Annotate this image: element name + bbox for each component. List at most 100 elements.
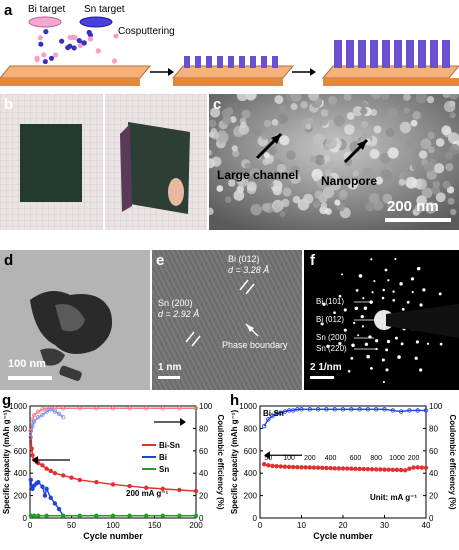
y-tick-label: 0	[253, 514, 258, 523]
data-point-capacity	[266, 463, 271, 468]
x-tick-label: 20	[339, 521, 348, 530]
data-point-efficiency	[315, 407, 321, 412]
data-point-capacity	[403, 468, 408, 473]
data-point-Bi	[28, 435, 34, 440]
y-tick-label: 0	[23, 514, 28, 523]
scalebar-e	[158, 376, 180, 379]
sem-image	[209, 94, 459, 230]
data-point-Bi-Sn	[28, 428, 34, 433]
rate-annotation: 200 mA g⁻¹	[126, 489, 168, 498]
sputter-particle	[38, 41, 44, 47]
sputter-particle	[48, 55, 55, 61]
data-point-capacity	[357, 466, 362, 472]
data-point-Bi-Sn	[110, 406, 116, 411]
panel-label-c: c	[213, 96, 222, 113]
data-point-Bi	[56, 411, 62, 417]
y2-tick-label: 0	[429, 514, 434, 523]
series-line-Bi-Sn-capacity	[30, 430, 197, 492]
rate-label: 50	[264, 455, 272, 462]
sputter-particle	[52, 52, 59, 58]
x-tick-label: 0	[28, 521, 33, 530]
data-point-capacity	[299, 465, 304, 470]
data-point-Bi	[48, 495, 53, 501]
y2-tick-label: 100	[199, 402, 213, 411]
data-point-capacity	[353, 466, 358, 472]
data-point-Bi-Sn	[143, 406, 149, 411]
data-point-Bi-Sn	[48, 468, 53, 474]
saed-pattern	[304, 250, 459, 390]
nanopillar-large	[370, 40, 378, 68]
panel-label-f: f	[310, 252, 315, 269]
nanopillar	[217, 56, 223, 68]
data-point-efficiency	[295, 407, 300, 412]
data-point-capacity	[415, 465, 420, 470]
data-point-efficiency	[282, 409, 288, 414]
data-point-Bi-Sn	[30, 453, 35, 458]
y-axis-label: Specific capacity (mAh g⁻¹)	[2, 410, 11, 515]
data-point-efficiency	[340, 407, 346, 412]
scalebar-label-c: 200 nm	[387, 198, 439, 215]
data-point-Bi-Sn	[160, 486, 165, 492]
panel-g: g 0 50 100 150 200 0 200 400 600 800 1000 0 20 40 60 80…	[0, 392, 226, 550]
data-point-efficiency	[270, 413, 275, 419]
nanopillar-large	[394, 40, 402, 68]
sputter-particle	[41, 52, 47, 58]
bi-target	[28, 16, 62, 28]
arrow-icon	[271, 134, 281, 144]
y-tick-label: 1000	[9, 402, 27, 411]
legend-label: Bi	[159, 453, 167, 462]
data-point-efficiency	[398, 409, 404, 414]
data-point-Bi	[40, 412, 45, 418]
data-point-capacity	[378, 467, 383, 472]
legend-label: Sn	[159, 465, 169, 474]
nanopillar	[272, 56, 278, 68]
bi-d-label: d = 3.28 Å	[228, 265, 270, 275]
data-point-capacity	[324, 465, 329, 471]
data-point-Sn	[193, 513, 199, 518]
y-tick-label: 600	[14, 447, 28, 456]
nanopillar	[206, 56, 212, 68]
ring-label-3: Sn (200)	[316, 333, 347, 342]
data-point-capacity	[411, 465, 416, 470]
data-point-Bi-Sn	[44, 466, 49, 471]
scalebar-label-f: 2 1/nm	[310, 362, 342, 373]
y2-tick-label: 100	[429, 402, 443, 411]
data-point-efficiency	[307, 407, 312, 412]
panel-a: a Bi target Sn target Cosputtering	[0, 0, 459, 92]
nanopillar-large	[358, 40, 366, 68]
schematic-cosputtering	[0, 16, 459, 86]
data-point-Bi	[48, 407, 53, 412]
data-point-efficiency	[332, 407, 337, 412]
data-point-Bi	[61, 415, 66, 420]
x-tick-label: 150	[148, 521, 162, 530]
panel-label-b: b	[4, 96, 14, 113]
sputter-particle	[87, 32, 94, 38]
arrow-icon-2	[357, 140, 367, 150]
ring-label-4: Sn (220)	[316, 344, 347, 353]
nanopillar-large	[442, 40, 450, 68]
rate-label: 200	[304, 455, 316, 462]
scalebar-d	[8, 376, 52, 380]
series-line-Bi-Sn-efficiency	[30, 407, 196, 431]
sputter-particle	[69, 34, 75, 41]
data-point-Bi	[52, 409, 58, 414]
y-tick-label: 400	[14, 469, 28, 478]
arrow-icon	[180, 418, 186, 426]
nanopillar	[184, 56, 190, 68]
data-point-capacity	[286, 464, 292, 470]
y-tick-label: 800	[14, 424, 28, 433]
data-point-Bi-Sn	[69, 475, 74, 480]
y2-tick-label: 20	[199, 492, 208, 501]
panel-d: d 100 nm	[0, 250, 150, 390]
data-point-capacity	[274, 464, 279, 469]
bi-target-label: Bi target	[28, 4, 66, 15]
data-point-efficiency	[373, 407, 379, 412]
x-tick-label: 0	[258, 521, 263, 530]
data-point-Bi-Sn	[77, 477, 82, 483]
data-point-efficiency	[290, 408, 296, 413]
panel-c: c Large channel Nanopore 200 nm	[209, 94, 459, 230]
data-point-capacity	[311, 465, 317, 470]
nanopillar-large	[382, 40, 390, 68]
ring-label-1: Bi (101)	[316, 297, 345, 306]
data-point-efficiency	[365, 407, 371, 412]
